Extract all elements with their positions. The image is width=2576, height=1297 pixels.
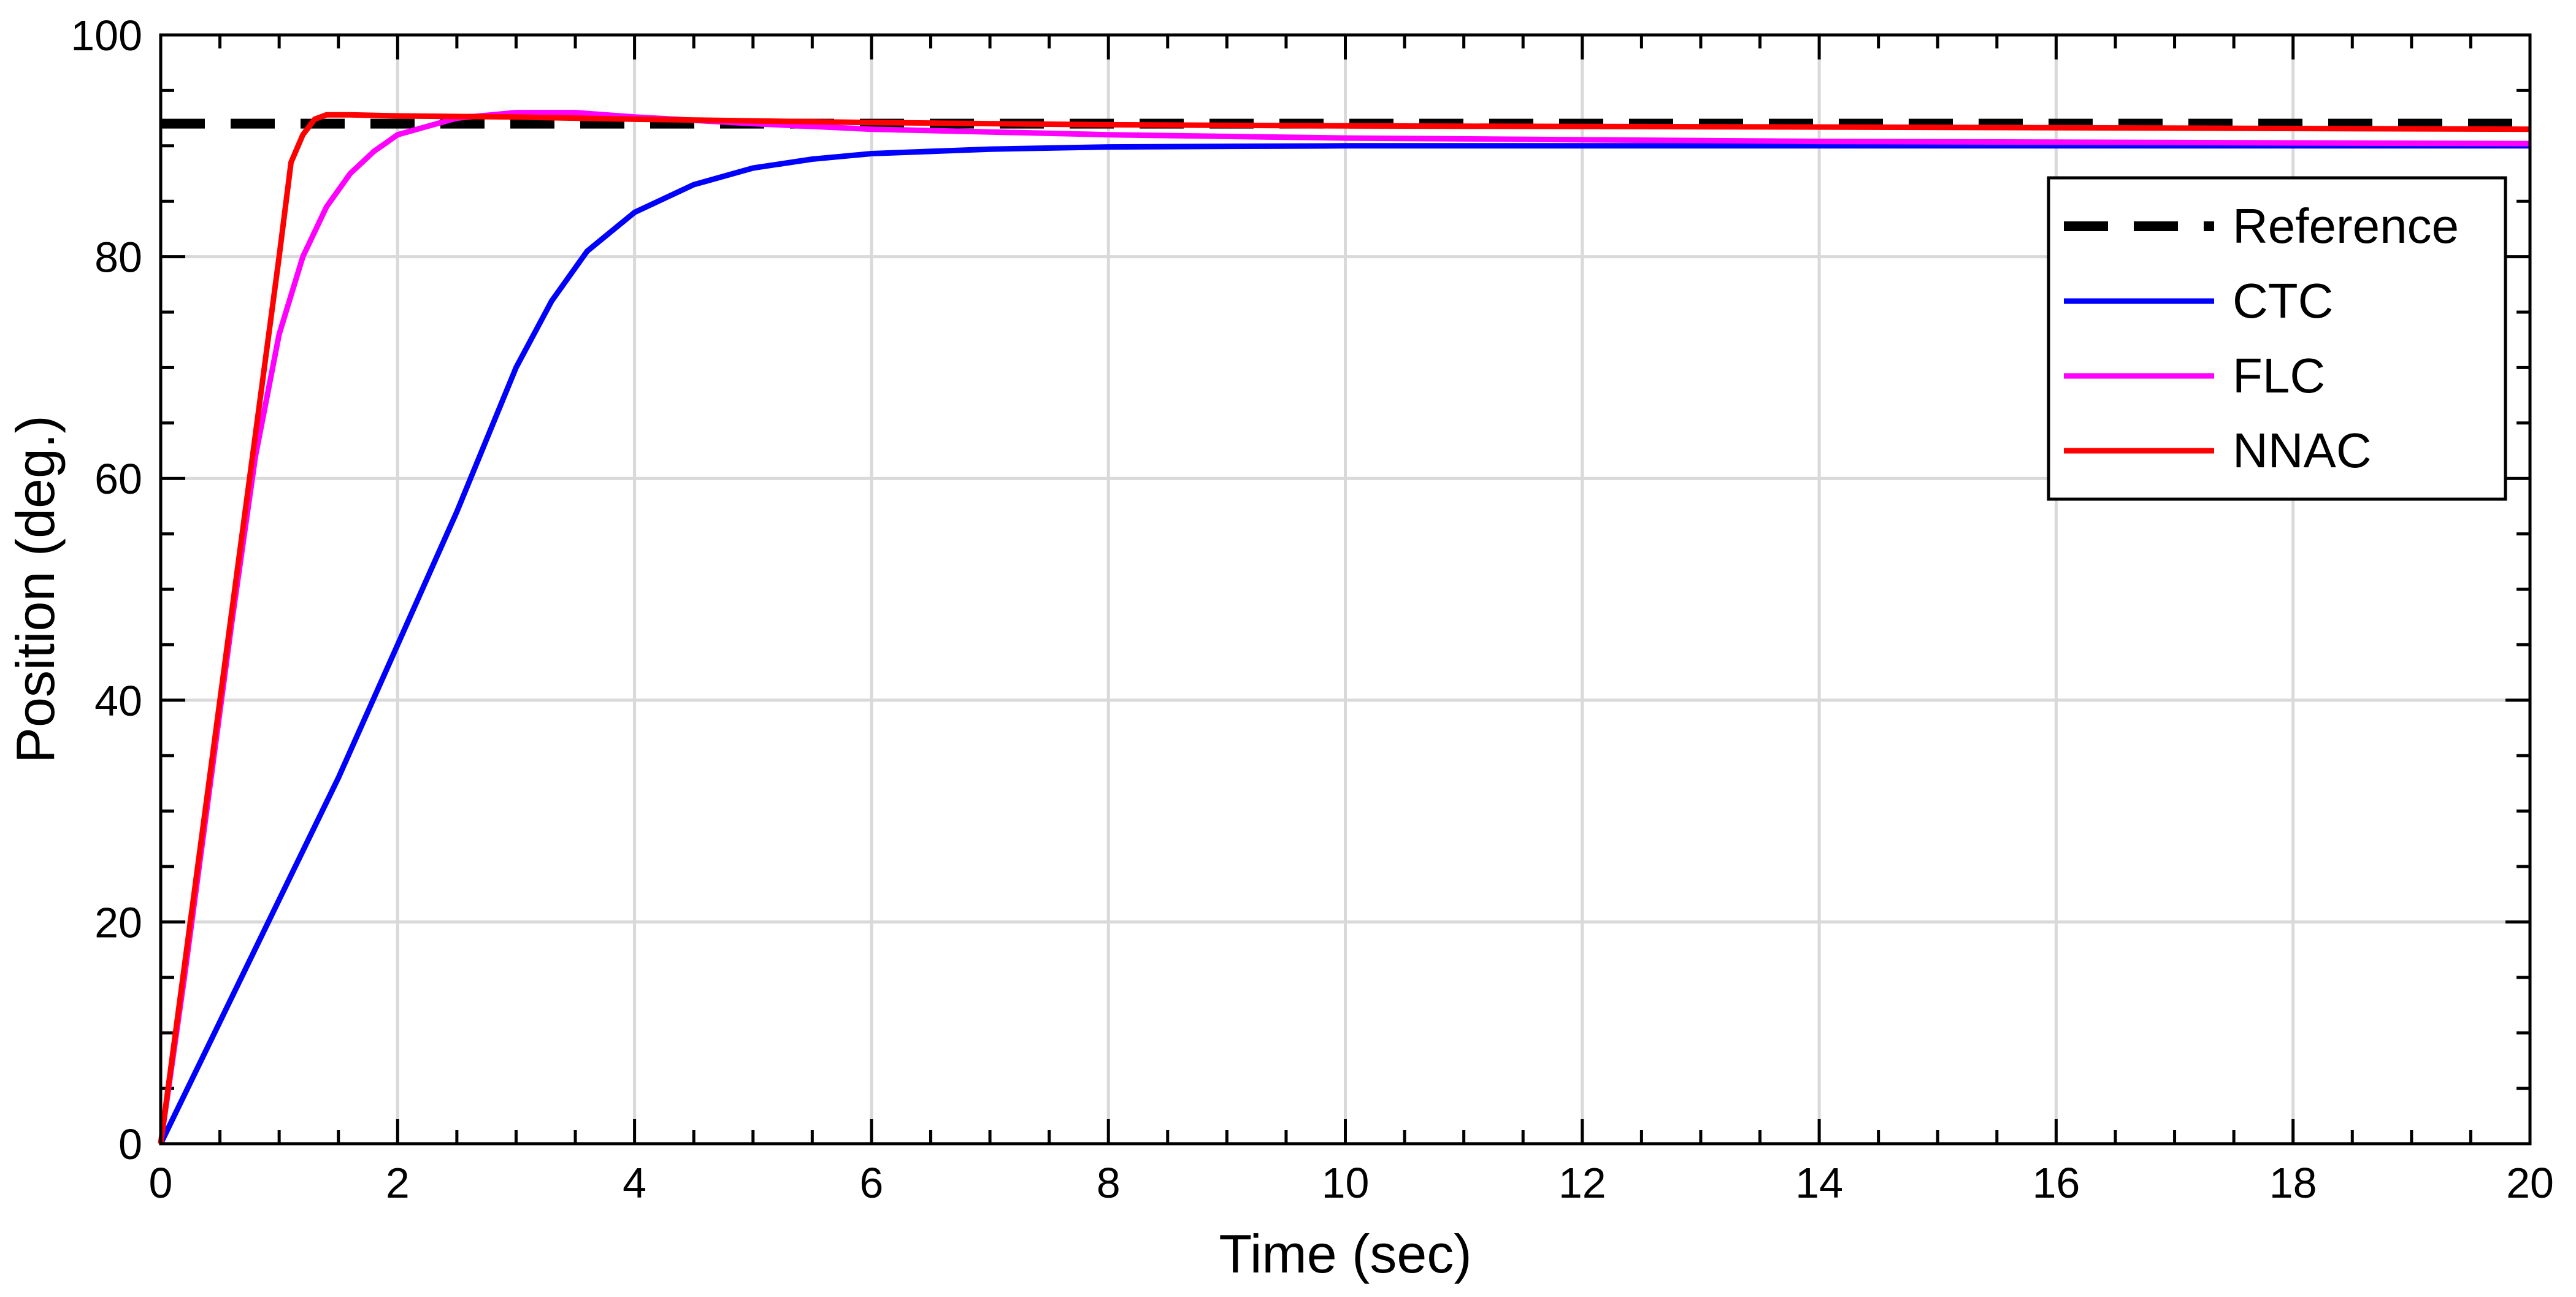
x-tick-label: 16 [2032, 1159, 2080, 1207]
x-tick-label: 4 [623, 1159, 646, 1207]
series-line-ctc [158, 143, 2530, 1145]
y-tick-label: 0 [118, 1120, 142, 1168]
series-layer [158, 110, 2531, 1145]
legend-label-reference: Reference [2233, 199, 2459, 253]
legend: Reference CTC FLC NNAC [2047, 176, 2507, 501]
x-tick-label: 8 [1097, 1159, 1121, 1207]
plot-frame [159, 33, 2532, 1146]
x-tick-label: 14 [1795, 1159, 1843, 1207]
legend-label-nnac: NNAC [2233, 423, 2372, 478]
y-tick-label: 80 [94, 234, 142, 281]
x-tick-label: 2 [386, 1159, 410, 1207]
x-axis-label: Time (sec) [1219, 1223, 1471, 1284]
y-axis-label: Position (deg.) [5, 415, 66, 763]
label-layer: 0 2 4 6 8 10 12 14 16 18 20 0 20 40 60 80 100 [71, 12, 2554, 1207]
series-line-nnac [158, 112, 2531, 1144]
x-tick-label: 10 [1322, 1159, 1370, 1207]
legend-label-ctc: CTC [2233, 274, 2333, 328]
legend-box [2047, 176, 2507, 501]
y-tick-label: 20 [94, 898, 142, 946]
y-tick-label: 60 [94, 455, 142, 503]
x-tick-label: 20 [2506, 1159, 2554, 1207]
y-tick-label: 40 [94, 677, 142, 725]
legend-label-flc: FLC [2233, 348, 2325, 403]
x-tick-label: 0 [149, 1159, 173, 1207]
x-tick-label: 18 [2269, 1159, 2317, 1207]
x-tick-label: 12 [1558, 1159, 1606, 1207]
y-tick-label: 100 [71, 12, 142, 59]
x-tick-label: 6 [859, 1159, 883, 1207]
